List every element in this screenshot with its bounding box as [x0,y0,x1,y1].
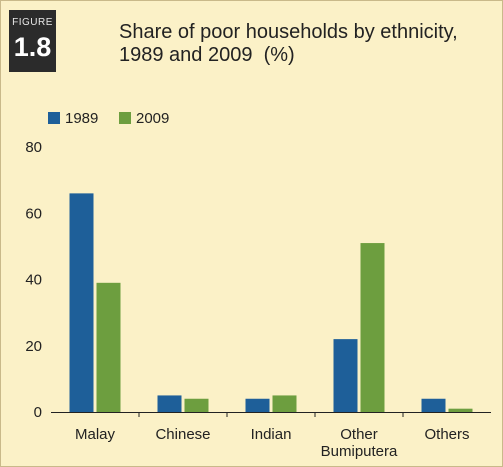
bar-2009 [272,395,297,412]
bar-2009 [448,408,473,412]
chart-title-unit: (%) [263,44,295,66]
chart-title-line2-wrap: 1989 and 2009 (%) [119,44,489,67]
legend-swatch-2009 [119,112,131,124]
figure-word: FIGURE [12,17,53,28]
legend-swatch-1989 [48,112,60,124]
bar-2009 [360,243,385,412]
x-tick-label: Others [424,426,469,443]
figure-badge: FIGURE 1.8 [9,10,56,72]
x-tick-label: Other [340,426,378,443]
bar-1989 [245,398,270,412]
chart-title: Share of poor households by ethnicity, 1… [119,21,489,67]
y-tick-label: 40 [25,272,42,289]
bar-2009 [96,282,121,412]
legend-item-2009: 2009 [119,110,169,127]
x-tick-label: Bumiputera [321,443,398,460]
bar-1989 [421,398,446,412]
y-tick-label: 60 [25,205,42,222]
chart-title-line2: 1989 and 2009 [119,44,253,66]
y-tick-label: 20 [25,338,42,355]
chart-title-line1: Share of poor households by ethnicity, [119,21,458,43]
y-tick-label: 0 [34,404,42,421]
bar-2009 [184,398,209,412]
bar-1989 [69,193,94,412]
bar-1989 [157,395,182,412]
figure-number: 1.8 [13,32,52,62]
x-tick-label: Indian [251,426,292,443]
bar-1989 [333,339,358,412]
legend-label-2009: 2009 [136,110,170,127]
x-tick-label: Chinese [155,426,210,443]
legend-label-1989: 1989 [65,110,99,127]
x-tick-label: Malay [75,426,116,443]
y-tick-label: 80 [25,139,42,156]
legend-item-1989: 1989 [48,110,98,127]
